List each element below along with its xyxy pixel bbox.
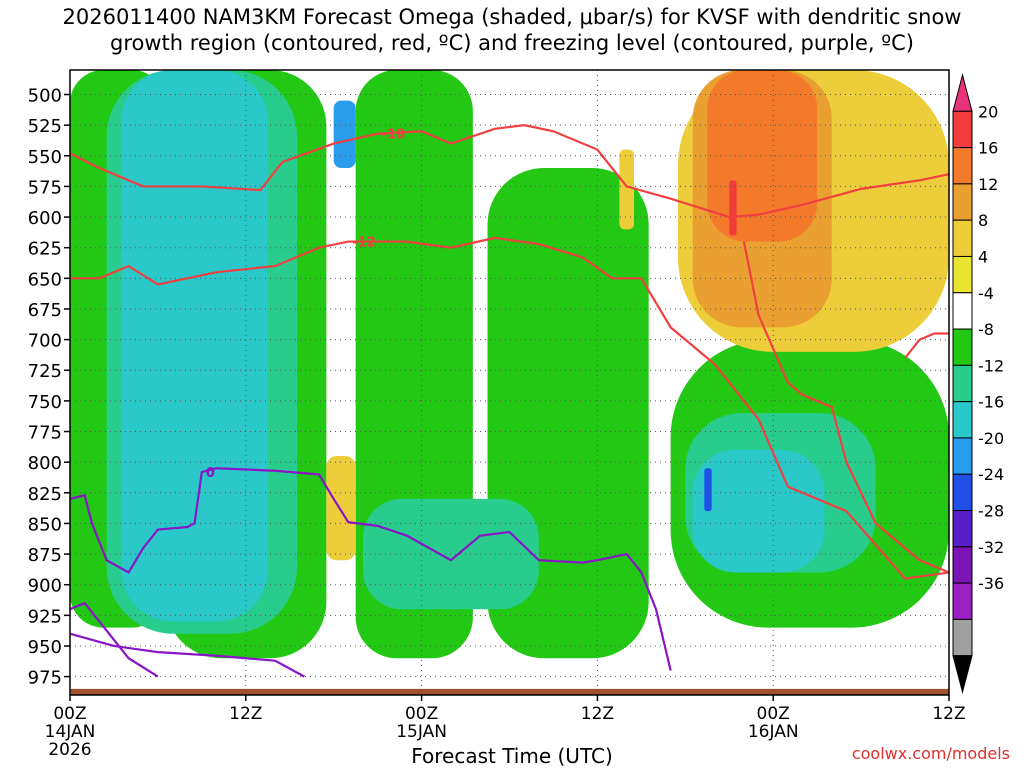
x-tick-date-2: 15JAN [396, 722, 447, 742]
x-tick-year-0: 2026 [48, 740, 91, 760]
colorbar-label-8: -16 [978, 393, 1004, 412]
colorbar-cell-7 [952, 328, 973, 366]
y-tick-label-11: 775 [28, 423, 62, 444]
dgz-contour-label-0: -18 [382, 128, 406, 143]
x-tick-label-4: 00Z [757, 704, 790, 724]
y-tick-label-13: 825 [28, 484, 62, 505]
colorbar-label-1: 16 [978, 139, 998, 158]
omega-region-11 [704, 468, 712, 512]
colorbar-top-arrow [952, 73, 973, 112]
colorbar-label-6: -8 [978, 320, 994, 339]
x-axis-label: Forecast Time (UTC) [411, 744, 613, 768]
plot-frame [69, 69, 950, 696]
y-tick-label-4: 600 [28, 208, 62, 229]
omega-region-14 [326, 456, 356, 561]
y-tick-label-18: 950 [28, 637, 62, 658]
colorbar-cell-5 [952, 255, 973, 294]
colorbar-cell-8 [952, 364, 973, 403]
dgz-contour-0 [70, 124, 949, 219]
dgz-contour-3 [904, 332, 949, 359]
colorbar-label-9: -20 [978, 429, 1004, 448]
colorbar-cell-10 [952, 437, 973, 475]
y-tick-label-10: 750 [28, 392, 62, 413]
colorbar-label-2: 12 [978, 175, 998, 194]
y-tick-label-17: 925 [28, 606, 62, 627]
colorbar-cell-11 [952, 473, 973, 512]
colorbar-label-7: -12 [978, 356, 1004, 375]
freezing-contour-2 [70, 632, 305, 678]
terrain-fill [70, 688, 949, 695]
colorbar-cell-4 [952, 219, 973, 257]
y-tick-label-16: 900 [28, 576, 62, 597]
dgz-contour-label-1: -12 [352, 236, 376, 251]
y-tick-label-9: 725 [28, 361, 62, 382]
colorbar-label-13: -36 [978, 574, 1004, 593]
colorbar-label-4: 4 [978, 247, 988, 266]
colorbar-bottom-arrow [952, 655, 973, 694]
omega-region-10 [333, 100, 356, 169]
y-tick-label-7: 675 [28, 300, 62, 321]
colorbar-cell-3 [952, 183, 973, 221]
y-tick-label-6: 650 [28, 269, 62, 290]
colorbar-cell-2 [952, 147, 973, 185]
colorbar-cell-1 [952, 110, 973, 149]
y-tick-label-5: 625 [28, 239, 62, 260]
chart-title-line-1: 2026011400 NAM3KM Forecast Omega (shaded… [62, 5, 962, 29]
x-tick-label-3: 12Z [581, 704, 614, 724]
colorbar-label-12: -32 [978, 538, 1004, 557]
y-tick-label-15: 875 [28, 545, 62, 566]
x-tick-label-5: 12Z [932, 704, 965, 724]
y-tick-label-19: 975 [28, 668, 62, 689]
colorbar-label-11: -28 [978, 502, 1004, 521]
colorbar-cell-15 [952, 618, 973, 657]
colorbar-label-10: -24 [978, 465, 1004, 484]
freezing-contour-1 [70, 601, 159, 678]
site-credit: coolwx.com/models [851, 744, 1010, 763]
y-tick-label-2: 550 [28, 147, 62, 168]
y-tick-label-1: 525 [28, 116, 62, 137]
omega-region-9 [692, 449, 825, 573]
colorbar-cell-12 [952, 510, 973, 548]
y-tick-label-14: 850 [28, 514, 62, 535]
y-tick-label-12: 800 [28, 453, 62, 474]
omega-region-13 [619, 149, 635, 230]
dgz-contour-2 [742, 241, 949, 574]
x-tick-date-4: 16JAN [748, 722, 799, 742]
omega-region-8 [121, 70, 268, 622]
colorbar-label-3: 8 [978, 211, 988, 230]
y-tick-label-8: 700 [28, 331, 62, 352]
y-tick-label-0: 500 [28, 86, 62, 107]
colorbar-cell-14 [952, 582, 973, 620]
colorbar-cell-13 [952, 546, 973, 584]
y-tick-label-3: 575 [28, 177, 62, 198]
freezing-contour-0 [70, 467, 672, 671]
x-tick-date-0: 14JAN [45, 722, 96, 742]
colorbar-label-5: -4 [978, 284, 994, 303]
omega-region-17 [729, 180, 737, 236]
freezing-contour-label-0: 0 [206, 466, 215, 481]
chart-title-line-2: growth region (contoured, red, ºC) and f… [110, 31, 914, 55]
x-tick-label-0: 00Z [53, 704, 86, 724]
colorbar-label-0: 20 [978, 102, 998, 121]
omega-shading [70, 70, 949, 659]
dgz-contour-1 [70, 236, 949, 580]
colorbar-cell-9 [952, 401, 973, 439]
x-tick-label-2: 00Z [405, 704, 438, 724]
x-tick-label-1: 12Z [229, 704, 262, 724]
colorbar-cell-6 [952, 292, 973, 330]
